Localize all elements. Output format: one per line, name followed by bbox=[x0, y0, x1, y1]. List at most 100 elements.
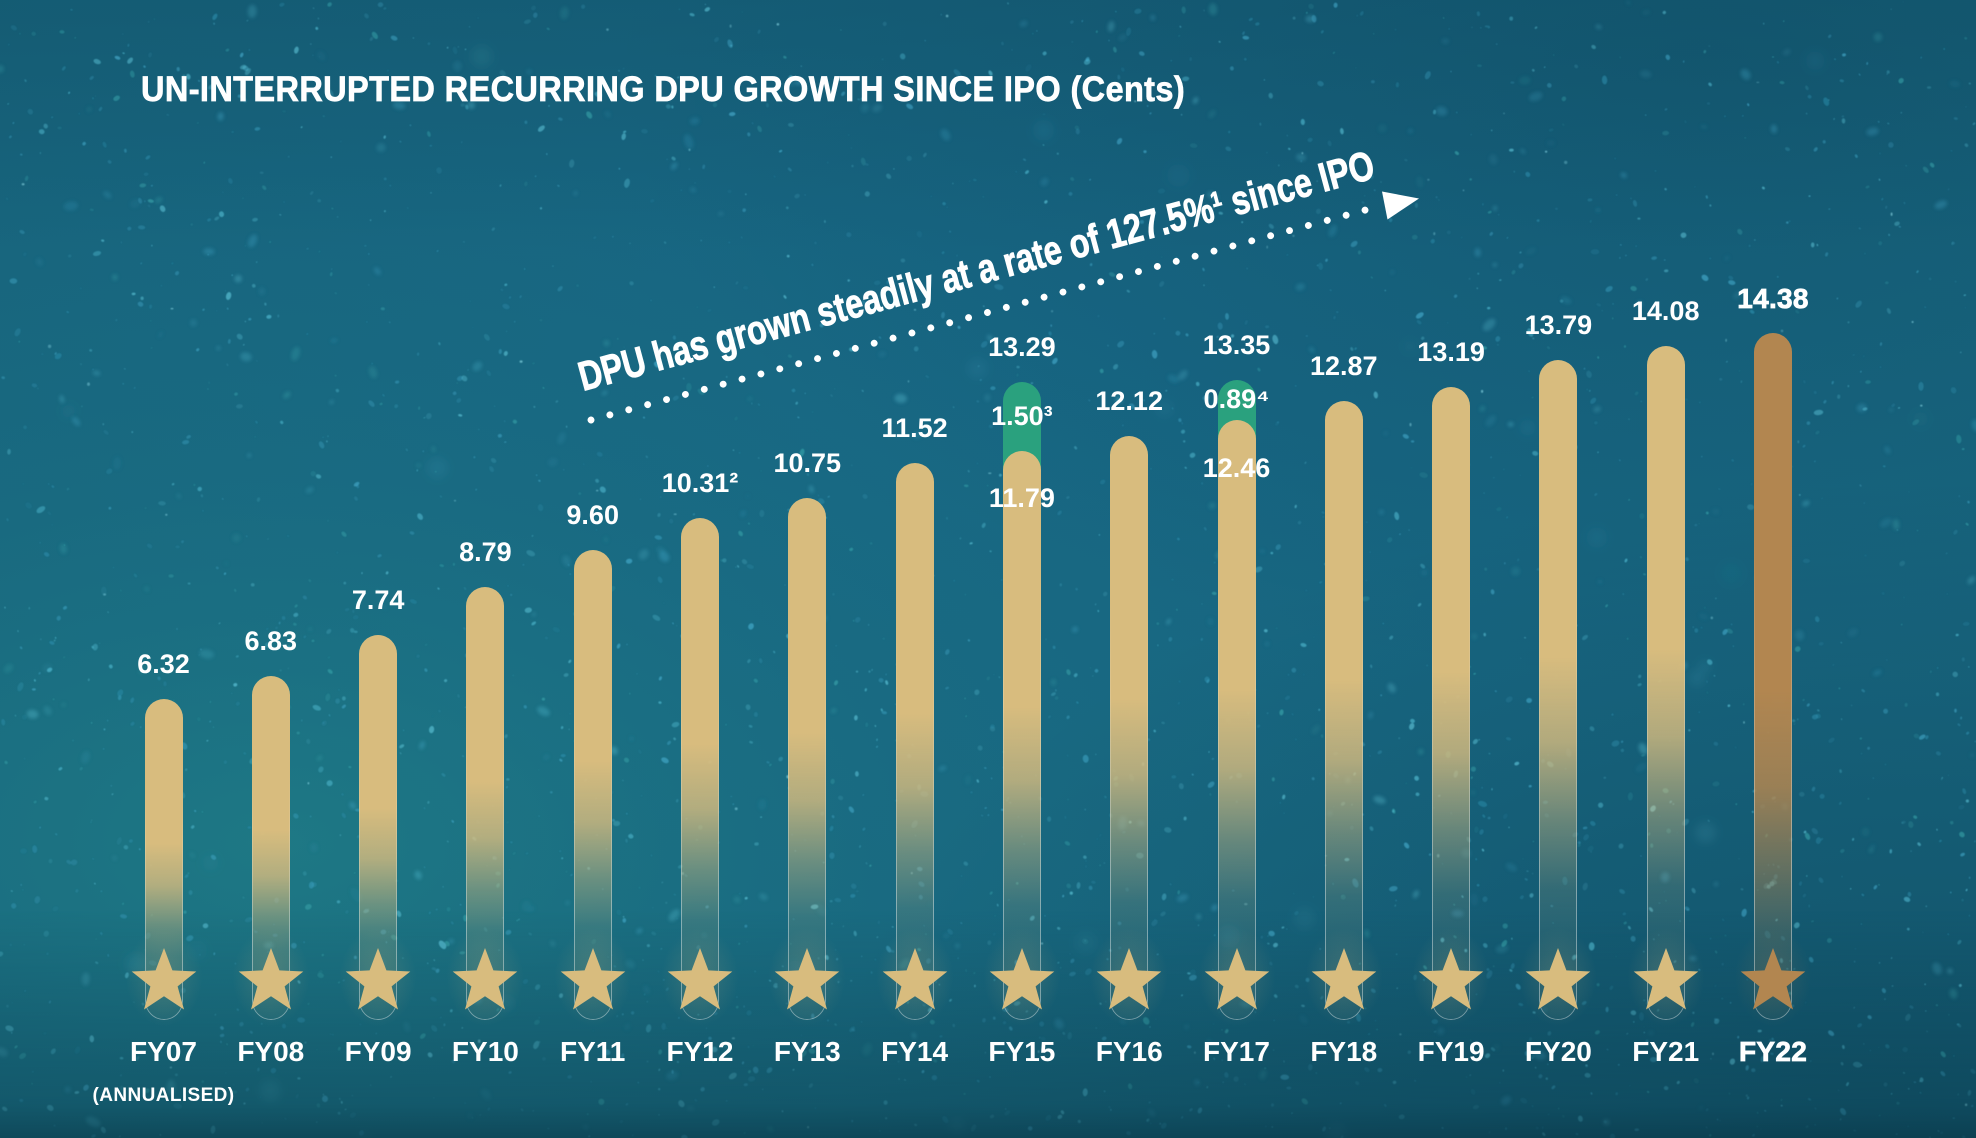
star-icon-FY09 bbox=[345, 948, 411, 1010]
star-icon-FY17 bbox=[1204, 948, 1269, 1010]
star-icon-FY08 bbox=[238, 948, 304, 1010]
bar-outline-FY15 bbox=[1002, 382, 1041, 1020]
bar-FY12 bbox=[681, 517, 719, 1020]
value-label-FY16: 12.12 bbox=[1095, 385, 1163, 416]
value-label-FY20: 13.79 bbox=[1524, 309, 1593, 340]
category-label-FY14: FY14 bbox=[881, 1036, 949, 1067]
value-label-FY21: 14.08 bbox=[1631, 296, 1700, 327]
star-icon-FY11 bbox=[560, 948, 625, 1010]
bar-FY19 bbox=[1432, 386, 1471, 1020]
star-icon-FY18 bbox=[1311, 948, 1377, 1010]
bar-FY10 bbox=[466, 587, 505, 1020]
bar-outline-FY07 bbox=[144, 699, 183, 1020]
star-shape bbox=[1311, 948, 1377, 1010]
star-icon-FY10 bbox=[453, 948, 518, 1010]
category-label-FY10: FY10 bbox=[451, 1036, 519, 1067]
value-label-FY07: 6.32 bbox=[137, 649, 190, 680]
star-icon-FY22 bbox=[1740, 948, 1806, 1010]
star-shape bbox=[1096, 948, 1162, 1010]
bar-segment-base-FY15 bbox=[1002, 450, 1041, 1020]
x-axis-note: (ANNUALISED) bbox=[92, 1085, 235, 1106]
bar-segment-base-FY17 bbox=[1217, 420, 1256, 1020]
category-label-FY07: FY07 bbox=[130, 1036, 197, 1067]
star-shape bbox=[345, 948, 411, 1010]
category-label-FY12: FY12 bbox=[666, 1036, 734, 1067]
bar-outline-FY10 bbox=[466, 587, 505, 1020]
bar-FY21 bbox=[1646, 346, 1685, 1020]
star-shape bbox=[238, 948, 304, 1010]
segment-value-label: 11.79 bbox=[988, 483, 1055, 514]
bar-outline-FY16 bbox=[1110, 435, 1149, 1020]
category-label-FY21: FY21 bbox=[1632, 1036, 1700, 1067]
bar-outline-FY11 bbox=[573, 550, 612, 1020]
value-label-FY17: 13.35 bbox=[1202, 329, 1271, 360]
bar-FY18 bbox=[1324, 401, 1363, 1020]
star-icon-FY21 bbox=[1633, 948, 1698, 1010]
bar-outline-FY08 bbox=[251, 676, 290, 1020]
star-shape bbox=[989, 948, 1055, 1010]
value-label-FY13: 10.75 bbox=[773, 447, 842, 478]
star-icon-FY07 bbox=[131, 948, 196, 1010]
bar-FY11 bbox=[573, 550, 612, 1020]
bar-FY20 bbox=[1539, 359, 1578, 1020]
segment-value-label: 12.46 bbox=[1202, 452, 1271, 483]
star-shape bbox=[1740, 948, 1806, 1010]
star-icon-FY13 bbox=[774, 948, 840, 1010]
star-icon-FY12 bbox=[667, 948, 733, 1010]
star-shape bbox=[453, 948, 518, 1010]
segment-value-label: 1.50³ bbox=[991, 400, 1053, 431]
star-shape bbox=[1418, 948, 1484, 1010]
bar-outline-FY19 bbox=[1432, 386, 1471, 1020]
category-label-FY18: FY18 bbox=[1310, 1036, 1378, 1067]
star-icon-FY19 bbox=[1418, 948, 1484, 1010]
bar-outline-FY12 bbox=[681, 517, 719, 1020]
bar-outline-FY09 bbox=[359, 634, 398, 1020]
star-shape bbox=[1526, 948, 1591, 1010]
bar-outline-FY18 bbox=[1324, 401, 1363, 1020]
category-label-FY22: FY22 bbox=[1738, 1036, 1808, 1067]
bar-outline-FY22 bbox=[1754, 332, 1792, 1020]
category-label-FY16: FY16 bbox=[1095, 1036, 1163, 1067]
bar-FY22 bbox=[1754, 332, 1792, 1020]
star-icon-FY15 bbox=[989, 948, 1055, 1010]
value-label-FY15: 13.29 bbox=[988, 332, 1056, 363]
bar-outline-FY13 bbox=[788, 497, 827, 1020]
star-shape bbox=[1633, 948, 1698, 1010]
star-shape bbox=[882, 948, 947, 1010]
star-icon-FY20 bbox=[1526, 948, 1591, 1010]
star-icon-FY14 bbox=[882, 948, 947, 1010]
category-label-FY13: FY13 bbox=[773, 1036, 841, 1067]
bar-FY13 bbox=[788, 497, 827, 1020]
bar-outline-FY17 bbox=[1217, 379, 1256, 1020]
value-label-FY11: 9.60 bbox=[566, 500, 619, 531]
star-shape bbox=[131, 948, 196, 1010]
value-label-FY14: 11.52 bbox=[881, 412, 948, 443]
chart-title: UN-INTERRUPTED RECURRING DPU GROWTH SINC… bbox=[141, 70, 1186, 110]
bar-FY16 bbox=[1110, 435, 1149, 1020]
category-label-FY20: FY20 bbox=[1524, 1036, 1592, 1067]
value-label-FY08: 6.83 bbox=[244, 626, 298, 657]
star-icon-FY16 bbox=[1096, 948, 1162, 1010]
category-label-FY17: FY17 bbox=[1203, 1036, 1270, 1067]
category-label-FY19: FY19 bbox=[1417, 1036, 1485, 1067]
bar-FY14 bbox=[895, 462, 934, 1020]
star-shape bbox=[560, 948, 625, 1010]
category-label-FY09: FY09 bbox=[344, 1036, 412, 1067]
star-shape bbox=[1204, 948, 1269, 1010]
value-label-FY19: 13.19 bbox=[1417, 336, 1485, 367]
star-shape bbox=[667, 948, 733, 1010]
bar-outline-FY20 bbox=[1539, 359, 1578, 1020]
bar-outline-FY14 bbox=[895, 462, 934, 1020]
bar-outline-FY21 bbox=[1646, 346, 1685, 1020]
value-label-FY12: 10.31² bbox=[661, 467, 739, 498]
category-label-FY11: FY11 bbox=[559, 1036, 626, 1067]
value-label-FY18: 12.87 bbox=[1310, 351, 1378, 382]
star-shape bbox=[774, 948, 840, 1010]
value-label-FY09: 7.74 bbox=[351, 584, 405, 615]
category-label-FY08: FY08 bbox=[237, 1036, 305, 1067]
value-label-FY10: 8.79 bbox=[459, 537, 512, 568]
